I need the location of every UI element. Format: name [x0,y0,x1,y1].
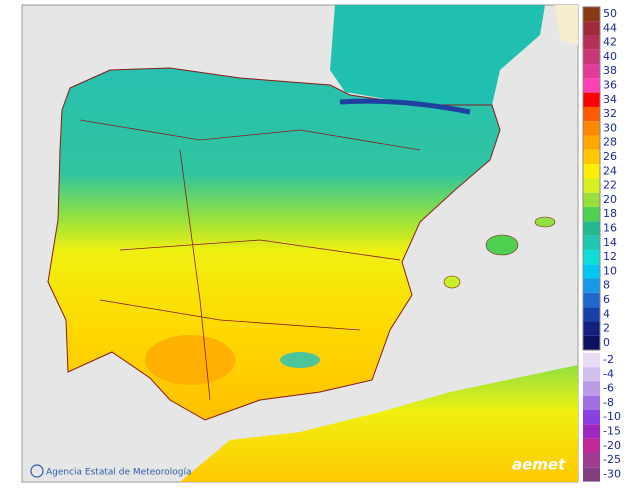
legend-swatch [583,395,600,411]
legend-swatch [583,192,600,208]
legend-swatch [583,410,600,425]
legend-swatch [583,381,600,396]
legend-swatch [583,249,600,265]
legend-label: 2 [603,322,610,335]
land-corner [555,5,578,45]
legend-label: 32 [603,107,617,120]
legend-label: 28 [603,136,617,149]
legend-swatch [583,6,600,22]
legend-label: 42 [603,36,617,49]
legend-swatch [583,321,600,336]
legend-swatch [583,292,600,308]
legend-label: 8 [603,279,610,292]
legend-label: 44 [603,21,617,34]
legend-frame [582,6,601,351]
legend-label: -8 [603,396,614,409]
legend-label: 36 [603,79,617,92]
borders [79,119,421,401]
ibiza [443,275,461,289]
mallorca [485,234,519,256]
hot-area [145,335,235,385]
legend-label: -25 [603,453,621,466]
legend-label: -6 [603,382,614,395]
legend-label: 4 [603,307,610,320]
legend-label: -20 [603,439,621,452]
legend-swatch [583,92,600,107]
legend-swatch [583,352,600,368]
legend-swatch [583,235,600,250]
legend-swatch [583,49,600,65]
legend: 5044424038363432302826242220181614121086… [582,6,621,482]
legend-label: 40 [603,50,617,63]
legend-label: 10 [603,264,617,277]
legend-label: 38 [603,64,617,77]
legend-swatch [583,178,600,193]
legend-label: 22 [603,179,617,192]
legend-label: 18 [603,207,617,220]
legend-swatch [583,207,600,222]
legend-swatch [583,64,600,79]
legend-label: 50 [603,7,617,20]
legend-swatch [583,221,600,236]
legend-swatch [583,467,600,482]
legend-label: 20 [603,193,617,206]
legend-swatch [583,278,600,293]
legend-swatch [583,106,600,122]
legend-label: 12 [603,250,617,263]
cool-area [280,352,320,368]
legend-swatch [583,452,600,468]
logo-circle [30,464,44,478]
legend-swatch [583,424,600,439]
legend-label: 24 [603,164,617,177]
legend-label: 30 [603,121,617,134]
aemet-logo: aemet [512,456,566,474]
legend-label: -10 [603,410,621,423]
legend-label: 16 [603,222,617,235]
legend-label: 26 [603,150,617,163]
legend-swatch [583,135,600,150]
legend-swatch [583,78,600,93]
agency-name: Agencia Estatal de Meteorología [46,468,192,478]
pyrenees [339,98,471,115]
legend-swatch [583,21,600,36]
legend-label: -2 [603,353,614,366]
legend-swatch [583,307,600,322]
legend-swatch [583,264,600,279]
france [330,5,545,105]
legend-swatch [583,121,600,136]
legend-label: 0 [603,336,610,349]
legend-label: -4 [603,367,614,380]
legend-swatch [583,164,600,179]
legend-label: 34 [603,93,617,106]
legend-label: -30 [603,467,621,480]
legend-swatch [583,149,600,165]
menorca [534,216,556,228]
legend-label: 14 [603,236,617,249]
legend-swatch [583,367,600,382]
legend-swatch [583,438,600,453]
legend-swatch [583,35,600,50]
legend-swatch [583,335,600,351]
legend-label: -15 [603,425,621,438]
iberia [47,67,501,421]
legend-label: 6 [603,293,610,306]
north-africa [180,365,578,482]
